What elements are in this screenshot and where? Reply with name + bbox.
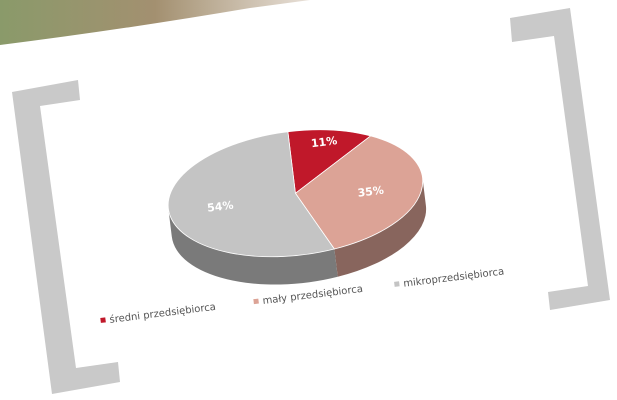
legend-label: mikroprzedsiębiorca [403,266,505,289]
chart-area: 11% 35% 54% średni przedsiębiorca mały przed… [100,129,505,326]
slice [294,135,424,250]
legend-swatch [253,298,259,305]
data-label: 54% [206,199,234,215]
left-bracket [12,80,120,394]
legend-label: średni przedsiębiorca [109,301,217,326]
slice [167,131,336,258]
data-label: 11% [310,134,338,150]
right-bracket [510,8,610,310]
slice [287,129,372,194]
legend-swatch [100,317,106,323]
slice-side [334,177,427,277]
photo-strip [0,0,310,45]
slice-side [168,208,338,285]
data-label: 35% [357,184,385,200]
legend-label: mały przedsiębiorca [262,284,364,307]
legend-swatch [394,281,400,287]
